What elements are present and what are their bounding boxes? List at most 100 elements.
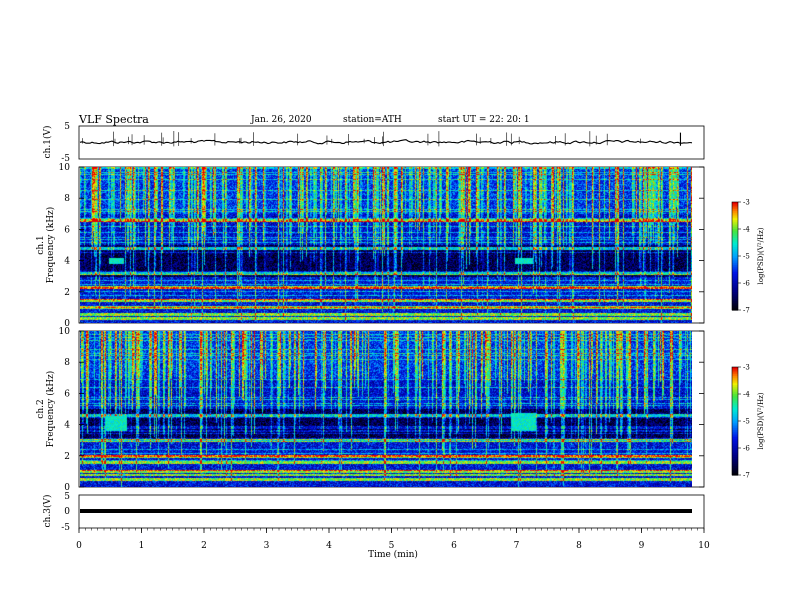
colorbar-segment (732, 252, 738, 255)
spec-ytick-label: 0 (64, 319, 70, 329)
colorbar-segment (732, 424, 738, 427)
colorbar-segment (732, 467, 738, 471)
colorbar-segment (732, 422, 738, 426)
colorbar-segment (732, 211, 738, 214)
colorbar-segment (732, 404, 738, 408)
colorbar-segment (732, 241, 738, 244)
colorbar-segment (732, 460, 738, 463)
colorbar-segment (732, 212, 738, 216)
colorbar-segment (732, 230, 738, 234)
ch3-waveform-trace (80, 509, 692, 513)
colorbar-segment (732, 220, 738, 223)
ch2-spectrogram-panel: 0 2 4 6 8 10 ch.2Frequency (kHz) (36, 327, 705, 493)
time-tick-label: 0 (76, 541, 82, 551)
colorbar-segment (732, 435, 738, 438)
colorbar-segment (732, 381, 738, 384)
colorbar-segment (732, 281, 738, 284)
colorbar-segment (732, 457, 738, 460)
spec-ytick-label: 0 (64, 483, 70, 493)
spec-ytick-label: 6 (64, 389, 70, 399)
colorbar-segment (732, 279, 738, 282)
ch1-waveform-spikes (82, 131, 682, 147)
colorbar-segment (732, 376, 738, 379)
colorbar-segment (732, 288, 738, 291)
colorbar-segment (732, 442, 738, 445)
colorbar-segment (732, 270, 738, 273)
colorbar-tick-label: -6 (743, 280, 750, 288)
ch3-waveform-panel: 5 0 -5 ch.3(V) 0 1 2 3 4 5 6 7 8 9 10 Time (min) (42, 492, 710, 560)
colorbar-segment (732, 372, 738, 375)
colorbar-segment (732, 367, 738, 370)
colorbar-segment (732, 223, 738, 226)
colorbar-segment (732, 395, 738, 399)
time-tick-label: 9 (639, 541, 645, 551)
colorbar-label: log(PSD)(V²/Hz) (757, 392, 765, 449)
ch1-spectrogram-ylabel: ch.1Frequency (kHz) (36, 207, 56, 284)
colorbar-segment (732, 430, 738, 433)
spec-ytick-label: 8 (64, 358, 70, 368)
colorbar-segment (732, 449, 738, 453)
colorbar-segment (732, 283, 738, 286)
spec-ytick-label: 10 (59, 327, 71, 337)
colorbar-segment (732, 466, 738, 469)
colorbar-segment (732, 257, 738, 261)
spec-ytick-label: 6 (64, 225, 70, 235)
colorbar-segment (732, 227, 738, 230)
colorbar-segment (732, 388, 738, 391)
colorbar-tick-label: -7 (743, 472, 750, 480)
colorbar-segment (732, 301, 738, 304)
colorbar-segment (732, 446, 738, 449)
colorbar-label: log(PSD)(V²/Hz) (757, 227, 765, 284)
colorbar-segment (732, 302, 738, 306)
colorbar-tick-label: -3 (743, 199, 750, 207)
chart-title: VLF Spectra (79, 113, 149, 126)
colorbar-segment (732, 247, 738, 250)
colorbar-segment (732, 225, 738, 228)
colorbar-segment (732, 263, 738, 266)
colorbar-segment (732, 256, 738, 259)
colorbar-tick-label: -5 (743, 418, 750, 426)
colorbar-segment (732, 412, 738, 415)
colorbar-segment (732, 221, 738, 225)
time-xaxis: 0 1 2 3 4 5 6 7 8 9 10 (76, 528, 710, 551)
ch1-spectrogram-yaxis: 0 2 4 6 8 10 (59, 163, 704, 329)
ch1-waveform-panel: 5 -5 ch.1(V) (42, 122, 705, 164)
spec-ytick-label: 4 (64, 257, 70, 267)
time-tick-label: 8 (576, 541, 582, 551)
colorbar-segment (732, 415, 738, 418)
colorbar-segment (732, 433, 738, 436)
ch2-colorbar: -3 -4 -5 -6 -7 log(PSD)(V²/Hz) (731, 364, 765, 480)
colorbar-segment (732, 455, 738, 458)
colorbar-segment (732, 403, 738, 406)
colorbar-segment (732, 203, 738, 207)
time-tick-label: 7 (514, 541, 520, 551)
spec-ytick-label: 2 (64, 288, 70, 298)
colorbar-segment (732, 437, 738, 440)
colorbar-segment (732, 245, 738, 248)
colorbar-segment (732, 209, 738, 212)
spec-ytick-label: 10 (59, 163, 71, 173)
ch1-waveform-frame (78, 125, 705, 160)
spec-ytick-label: 4 (64, 421, 70, 431)
time-tick-label: 6 (451, 541, 457, 551)
colorbar-segment (732, 383, 738, 386)
ch1-colorbar: -3 -4 -5 -6 -7 log(PSD)(V²/Hz) (731, 199, 765, 315)
colorbar-segment (732, 284, 738, 288)
colorbar-tick-label: -4 (743, 391, 750, 399)
colorbar-segment (732, 421, 738, 424)
ch3-ytick-top: 5 (64, 492, 70, 502)
ch1-ytick-bottom: -5 (61, 154, 70, 164)
colorbar-segment (732, 406, 738, 409)
colorbar-segment (732, 473, 738, 476)
colorbar-segment (732, 392, 738, 395)
colorbar-tick-label: -5 (743, 253, 750, 261)
colorbar-segment (732, 214, 738, 217)
colorbar-segment (732, 397, 738, 400)
colorbar-segment (732, 308, 738, 311)
colorbar-segment (732, 272, 738, 275)
time-tick-label: 5 (389, 541, 395, 551)
ch1-waveform-trace (79, 139, 693, 145)
colorbar-segment (732, 293, 738, 297)
date-label: Jan. 26, 2020 (251, 115, 312, 125)
colorbar-tick-label: -7 (743, 307, 750, 315)
